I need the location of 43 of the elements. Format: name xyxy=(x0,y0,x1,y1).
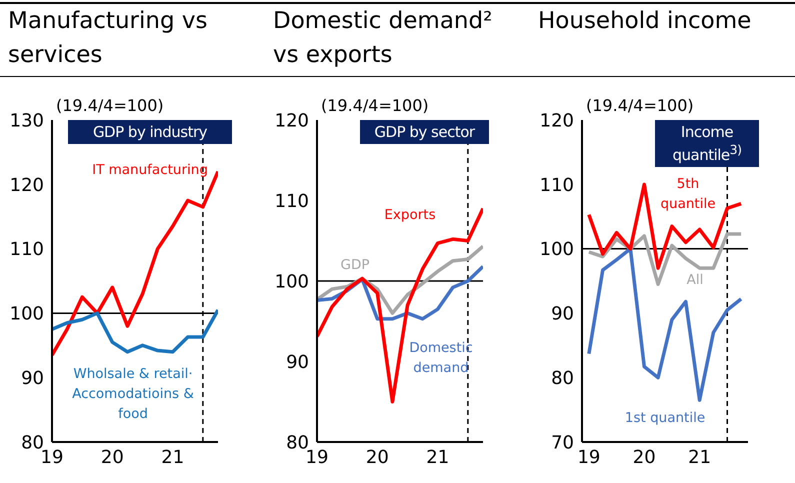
header-box: Income quantile$^{3)}$ xyxy=(655,120,759,167)
y-tick-label: 120 xyxy=(274,110,309,132)
y-axis-title: (19.4/4=100) xyxy=(56,96,164,115)
series-label: Domestic demand xyxy=(408,339,474,378)
y-tick-label: 110 xyxy=(540,174,574,196)
y-axis-title: (19.4/4=100) xyxy=(586,96,694,115)
y-tick-label: 120 xyxy=(540,110,574,132)
series-label: All xyxy=(686,271,704,290)
line-series xyxy=(52,308,218,354)
series-label: 1st quantile xyxy=(624,409,706,428)
line-series xyxy=(587,232,743,286)
x-tick-label: 21 xyxy=(688,446,712,468)
header-box: GDP by industry xyxy=(68,120,232,144)
series-label: Exports xyxy=(383,206,437,225)
y-tick-label: 90 xyxy=(286,352,309,373)
x-tick-label: 20 xyxy=(632,446,656,468)
y-tick-label: 110 xyxy=(10,239,44,260)
x-tick-label: 20 xyxy=(100,446,124,468)
y-tick-label: 80 xyxy=(551,368,574,389)
y-tick-label: 110 xyxy=(274,190,309,212)
y-tick-label: 90 xyxy=(551,304,574,325)
y-tick-label: 100 xyxy=(540,239,574,260)
y-tick-label: 90 xyxy=(21,368,44,389)
line-series xyxy=(587,247,743,402)
x-tick-label: 19 xyxy=(577,446,600,468)
line-series xyxy=(317,206,483,404)
y-tick-label: 100 xyxy=(10,304,44,325)
y-axis-title: (19.4/4=100) xyxy=(321,96,429,115)
chart-title: Manufacturing vs services xyxy=(8,7,208,70)
chart-title: Domestic demand² vs exports xyxy=(273,7,494,70)
y-tick-label: 70 xyxy=(551,432,574,454)
x-tick-label: 21 xyxy=(426,446,450,468)
series-label: Wholsale & retail· Accomodatioins & food xyxy=(71,365,195,424)
y-tick-label: 130 xyxy=(10,110,44,132)
x-tick-label: 20 xyxy=(366,446,389,468)
series-label: GDP xyxy=(340,256,370,275)
header-box: GDP by sector xyxy=(360,120,489,144)
chart-title: Household income xyxy=(538,7,752,36)
x-tick-label: 21 xyxy=(161,446,184,468)
series-label: IT manufacturing xyxy=(91,161,209,180)
y-tick-label: 100 xyxy=(274,271,309,292)
y-tick-label: 120 xyxy=(10,174,44,196)
series-label: 5th quantile xyxy=(659,175,717,214)
